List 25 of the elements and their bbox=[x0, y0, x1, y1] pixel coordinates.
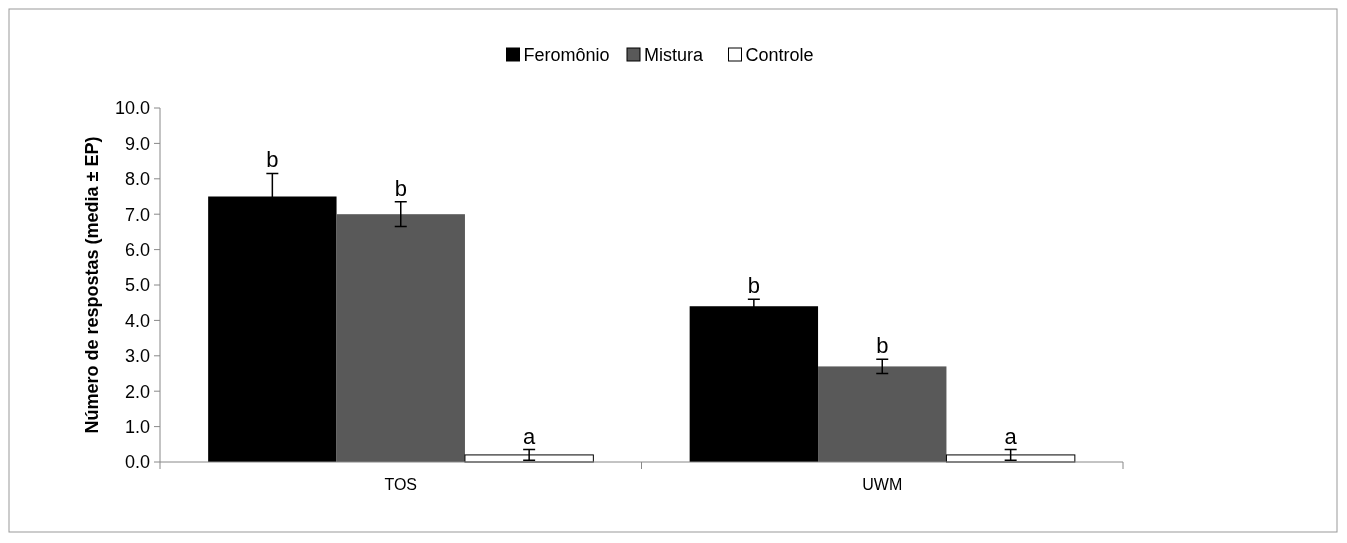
y-tick-label: 2.0 bbox=[124, 381, 150, 402]
legend-label: Feromônio bbox=[523, 45, 610, 66]
annotation: a bbox=[523, 423, 537, 449]
x-tick-label: UWM bbox=[862, 476, 903, 493]
y-tick-label: 1.0 bbox=[124, 416, 150, 437]
y-tick-label: 7.0 bbox=[124, 204, 150, 225]
legend-label: Mistura bbox=[644, 45, 704, 66]
y-tick-label: 5.0 bbox=[124, 275, 150, 296]
annotation: b bbox=[876, 333, 889, 359]
bar bbox=[336, 214, 465, 462]
y-axis-title: Número de respostas (media ± EP) bbox=[82, 136, 102, 434]
y-tick-label: 10.0 bbox=[114, 98, 150, 119]
legend-label: Controle bbox=[745, 45, 814, 66]
y-tick-label: 3.0 bbox=[124, 346, 150, 367]
y-tick-label: 6.0 bbox=[124, 239, 150, 260]
annotation: b bbox=[394, 175, 407, 201]
y-tick-label: 9.0 bbox=[124, 133, 150, 154]
annotation: b bbox=[266, 147, 279, 173]
annotation: a bbox=[1004, 423, 1018, 449]
x-tick-label: TOS bbox=[384, 476, 418, 493]
y-tick-label: 0.0 bbox=[124, 452, 150, 473]
annotation: b bbox=[747, 273, 760, 299]
bar bbox=[818, 366, 947, 462]
y-tick-label: 8.0 bbox=[124, 169, 150, 190]
y-tick-label: 4.0 bbox=[124, 310, 150, 331]
